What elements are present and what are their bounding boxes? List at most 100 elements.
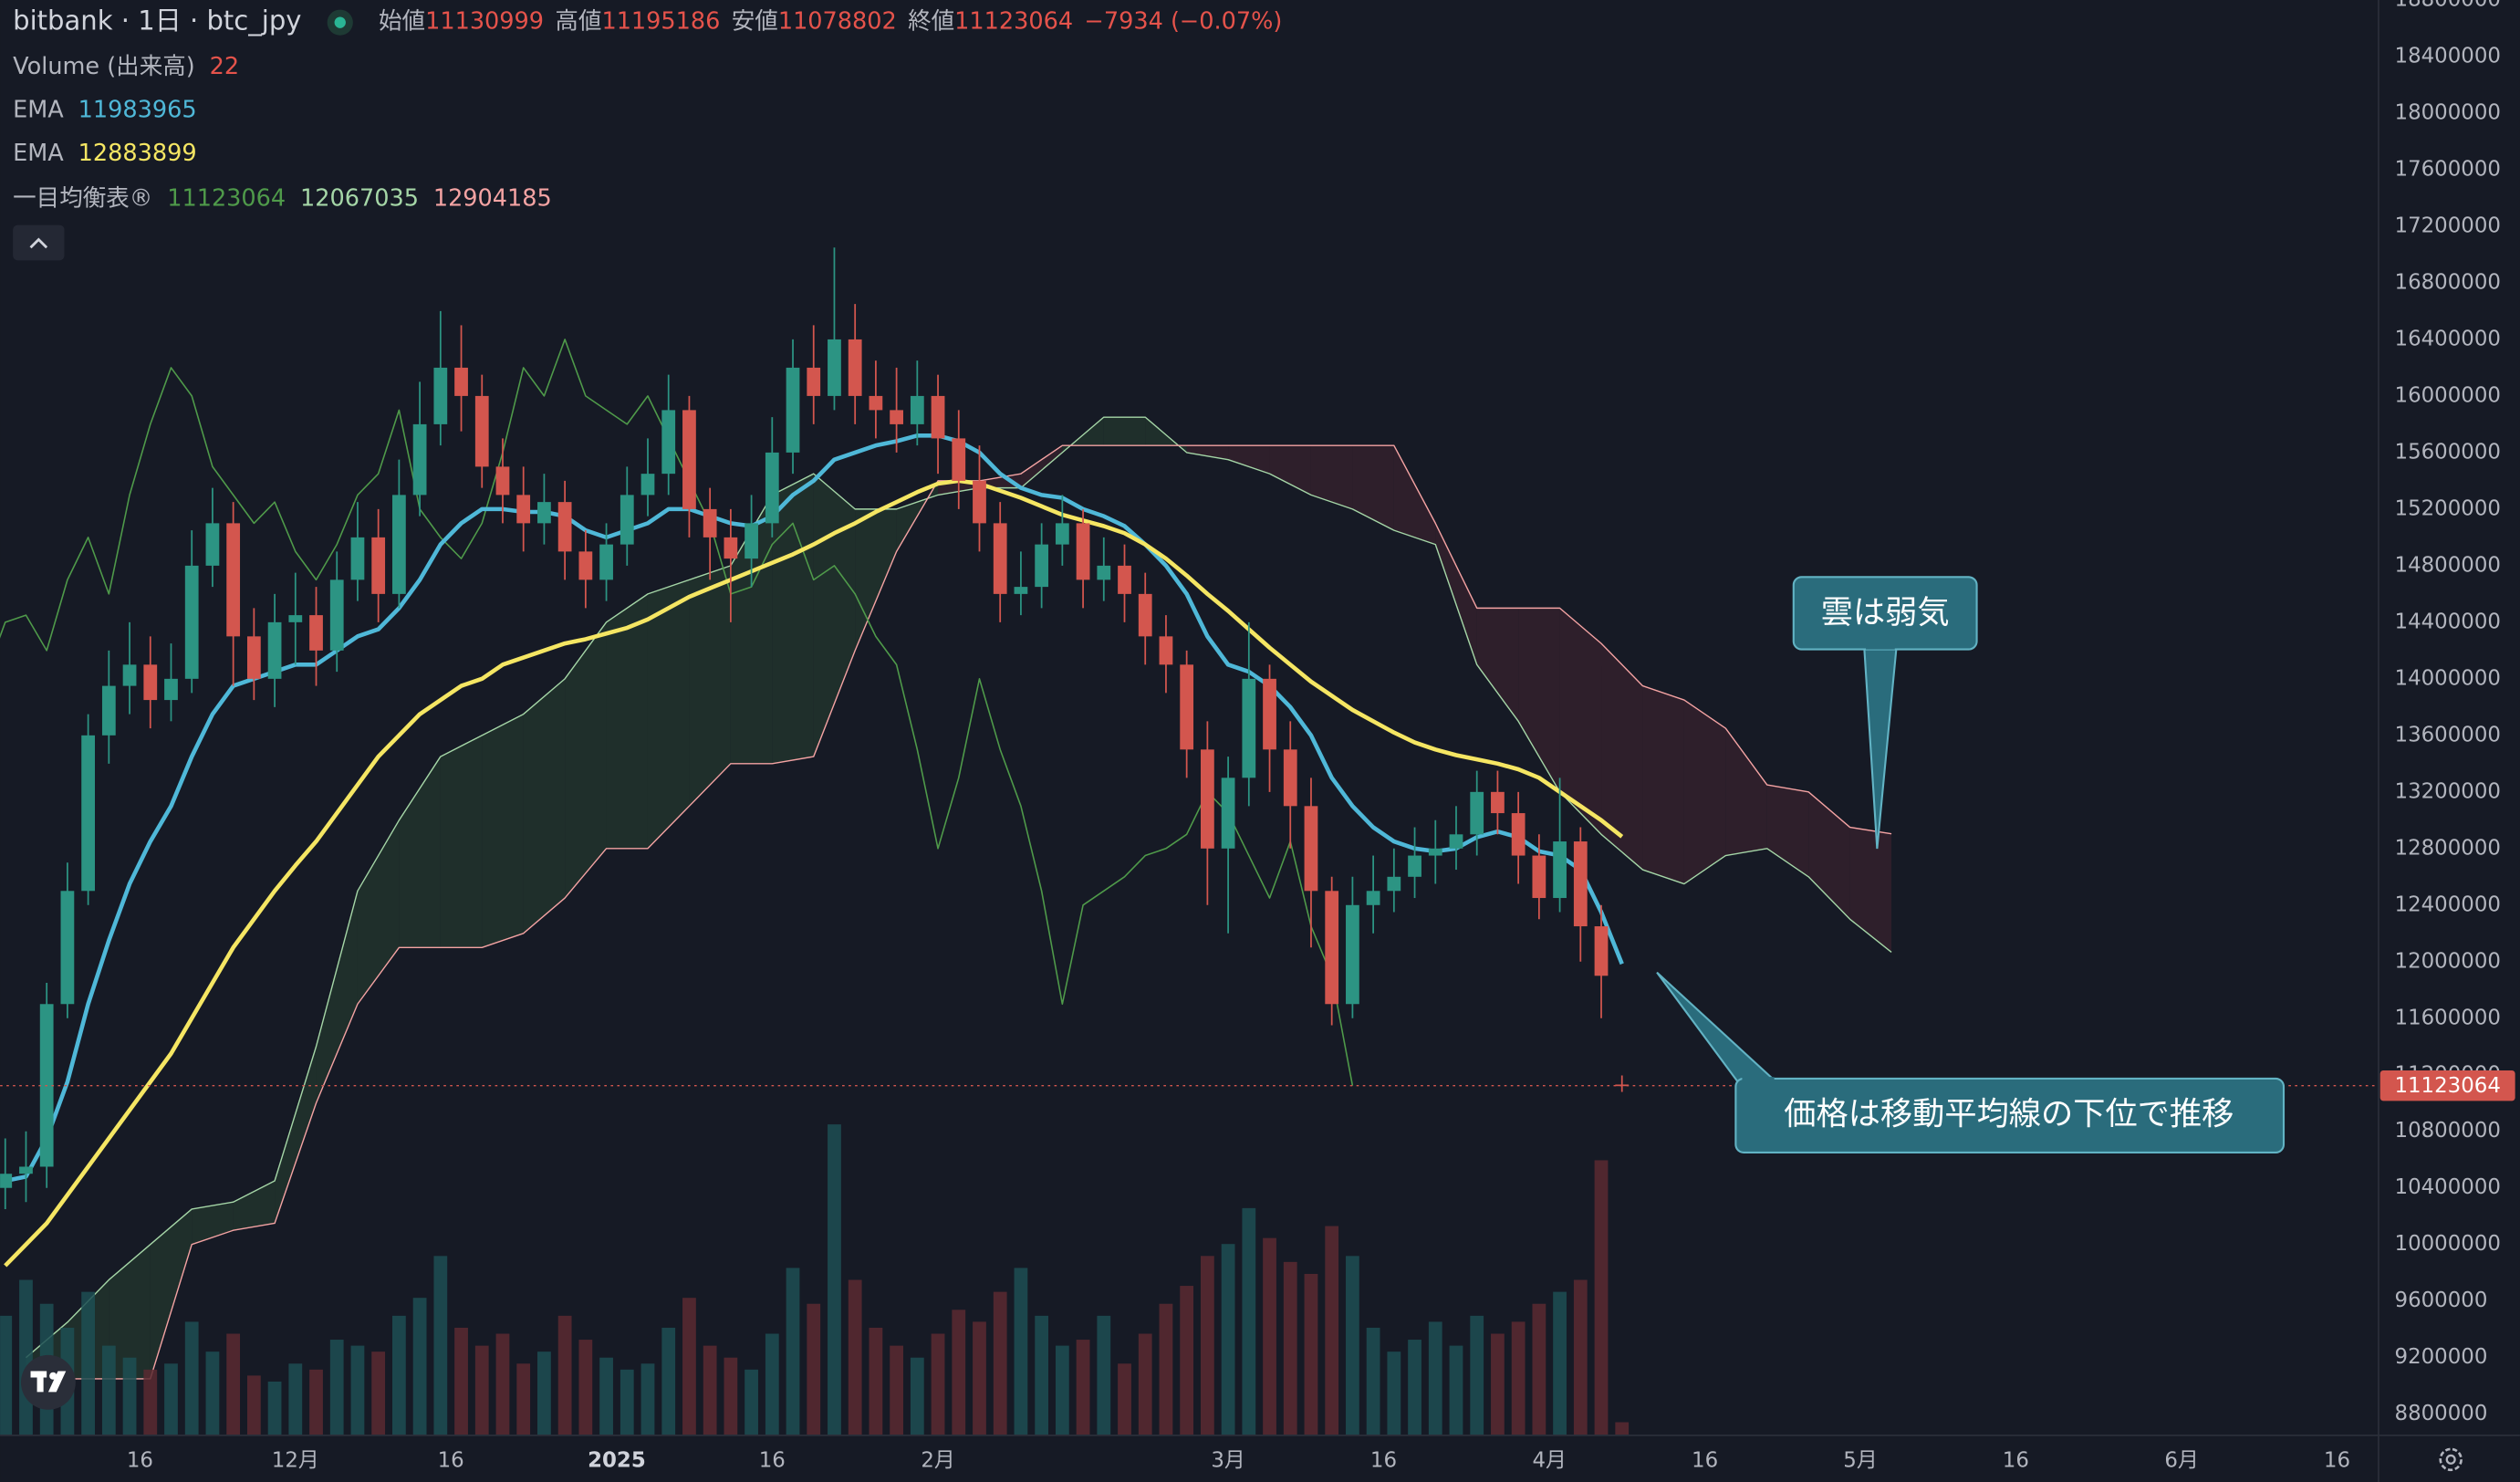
volume-bar bbox=[1511, 1321, 1526, 1435]
cloud-segment bbox=[979, 474, 1021, 488]
settings-icon[interactable] bbox=[2439, 1447, 2463, 1472]
candle-body bbox=[309, 615, 323, 651]
volume-bar bbox=[1594, 1160, 1609, 1435]
candle-body bbox=[474, 395, 489, 467]
legend-text: 11130999 bbox=[425, 8, 544, 36]
volume-bar bbox=[745, 1369, 758, 1435]
legend-text: 高値 bbox=[555, 8, 601, 36]
y-tick-label: 14800000 bbox=[2395, 553, 2501, 577]
volume-bar bbox=[661, 1327, 676, 1435]
candle-body bbox=[1118, 565, 1131, 594]
volume-bar bbox=[1200, 1256, 1214, 1435]
cloud-segment bbox=[1849, 827, 1892, 953]
volume-bar bbox=[1283, 1261, 1297, 1435]
cloud-segment bbox=[1683, 700, 1726, 884]
logo-shape[interactable] bbox=[36, 1371, 44, 1393]
volume-bar bbox=[101, 1345, 116, 1435]
y-tick-label: 18400000 bbox=[2395, 44, 2501, 68]
y-tick-label: 10400000 bbox=[2395, 1175, 2501, 1199]
volume-bar bbox=[1366, 1327, 1380, 1435]
volume-bar bbox=[765, 1333, 779, 1435]
volume-bar bbox=[1325, 1226, 1339, 1435]
candle-body bbox=[1242, 678, 1256, 778]
volume-bar bbox=[19, 1279, 33, 1435]
legend-text: −7934 (−0.07%) bbox=[1084, 8, 1282, 36]
volume-bar bbox=[350, 1345, 365, 1435]
x-tick-label: 16 bbox=[2324, 1449, 2350, 1473]
tradingview-logo[interactable] bbox=[20, 1354, 76, 1410]
y-tick-label: 12000000 bbox=[2395, 949, 2501, 973]
candle-body bbox=[682, 410, 696, 509]
chevron-icon[interactable] bbox=[29, 237, 48, 249]
candle-body bbox=[1573, 841, 1588, 927]
candle-body bbox=[931, 395, 945, 439]
candle-body bbox=[1408, 855, 1421, 877]
candle-body bbox=[640, 474, 655, 496]
volume-bar bbox=[371, 1352, 386, 1435]
candle-body bbox=[205, 523, 220, 566]
candle-body bbox=[1221, 778, 1235, 849]
legend-text: Volume (出来高) bbox=[13, 53, 195, 80]
candle-body bbox=[350, 537, 365, 580]
volume-bar bbox=[1428, 1321, 1442, 1435]
callout-text: 雲は弱気 bbox=[1821, 594, 1950, 631]
candle-body bbox=[495, 466, 510, 496]
candle-body bbox=[329, 579, 344, 651]
candle-body bbox=[557, 502, 572, 552]
ema-line bbox=[4, 478, 1624, 1268]
candle-body bbox=[745, 523, 758, 559]
gear-inner[interactable] bbox=[2445, 1454, 2456, 1465]
candle-body bbox=[122, 664, 137, 686]
volume-bar bbox=[931, 1333, 945, 1435]
candle-body bbox=[101, 685, 116, 736]
candle-body bbox=[703, 508, 717, 537]
candle-body bbox=[1449, 834, 1463, 849]
candle-body bbox=[890, 410, 903, 424]
collapse-button[interactable] bbox=[13, 224, 65, 261]
logo-bg[interactable] bbox=[20, 1354, 76, 1410]
y-tick-label: 10800000 bbox=[2395, 1119, 2501, 1143]
x-tick-label: 3月 bbox=[1211, 1449, 1244, 1473]
y-tick-label: 16400000 bbox=[2395, 327, 2501, 350]
candle-body bbox=[1076, 523, 1090, 580]
volume-bar bbox=[205, 1352, 220, 1435]
volume-bar bbox=[1242, 1207, 1256, 1435]
cloud-segment bbox=[1103, 417, 1146, 446]
cloud-segment bbox=[1228, 445, 1270, 475]
volume-bar bbox=[1532, 1303, 1546, 1435]
candle-body bbox=[1553, 841, 1567, 899]
candle-body bbox=[1428, 848, 1442, 856]
lagging-span bbox=[0, 339, 1354, 1086]
cloud-segment bbox=[316, 891, 358, 1103]
legend-text: 11123064 bbox=[167, 184, 286, 212]
y-tick-label: 18800000 bbox=[2395, 0, 2501, 11]
candle-body bbox=[246, 636, 261, 679]
volume-bar bbox=[495, 1333, 510, 1435]
volume-bar bbox=[1221, 1244, 1235, 1435]
candle-body bbox=[828, 339, 841, 396]
cloud-segment bbox=[606, 593, 648, 849]
candle-body bbox=[1283, 749, 1297, 807]
x-tick-label: 16 bbox=[1692, 1449, 1718, 1473]
logo-shape[interactable] bbox=[47, 1371, 67, 1393]
volume-bar bbox=[599, 1357, 613, 1435]
volume-bar bbox=[1449, 1345, 1463, 1435]
candle-body bbox=[1491, 791, 1505, 814]
candle-body bbox=[578, 551, 593, 580]
candle-body bbox=[267, 621, 282, 679]
x-tick-label: 16 bbox=[759, 1449, 786, 1473]
cloud-segment bbox=[1766, 785, 1809, 877]
y-tick-label: 15200000 bbox=[2395, 496, 2501, 520]
volume-bar bbox=[1035, 1315, 1049, 1435]
volume-bar bbox=[703, 1345, 717, 1435]
candle-body bbox=[1594, 926, 1609, 976]
candle-body bbox=[226, 523, 241, 637]
cloud-segment bbox=[730, 495, 773, 764]
volume-bar bbox=[1346, 1256, 1359, 1435]
legend: bitbank · 1日 · btc_jpy 始値 11130999 高値 111951… bbox=[13, 5, 1282, 213]
button-bg[interactable] bbox=[13, 224, 65, 261]
candle-body bbox=[765, 452, 779, 524]
gear-outer[interactable] bbox=[2439, 1447, 2463, 1472]
volume-bar bbox=[1470, 1315, 1484, 1435]
